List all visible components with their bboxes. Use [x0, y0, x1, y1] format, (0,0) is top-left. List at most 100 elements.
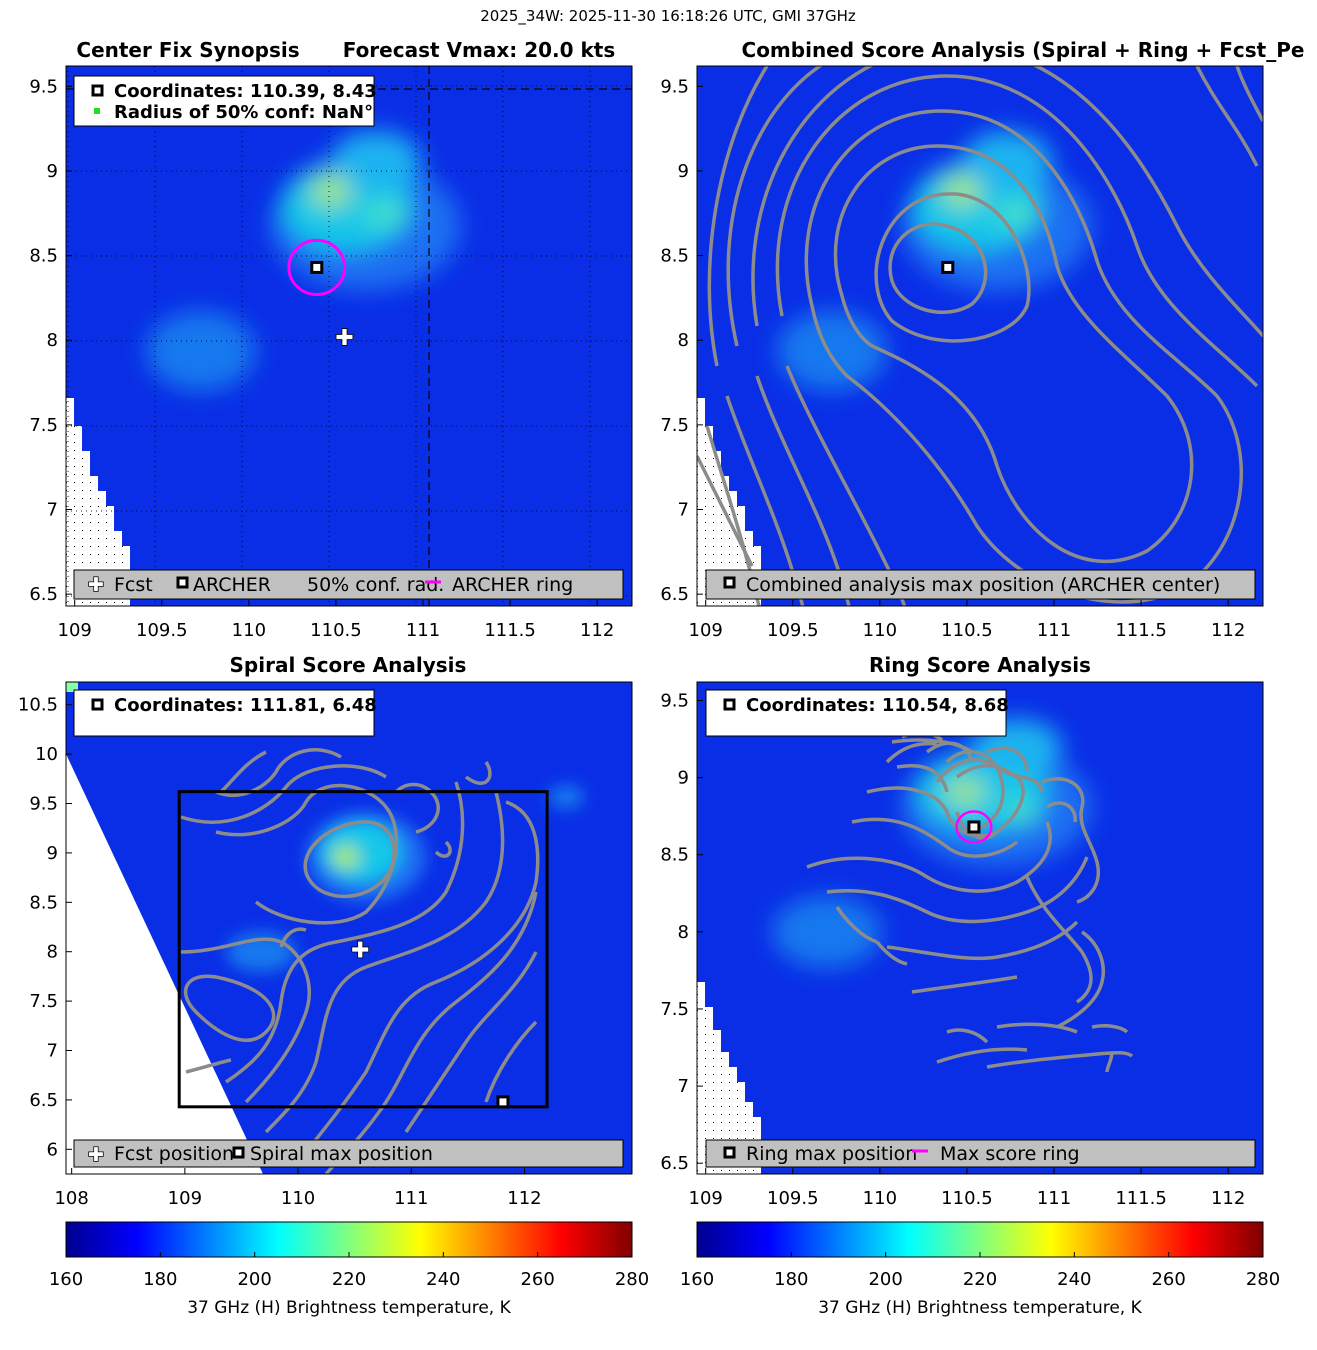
panel1-info-radius: Radius of 50% conf: NaN°	[114, 102, 373, 123]
panel4-info-box	[705, 689, 1007, 737]
xtick-label: 111	[394, 1188, 428, 1209]
ytick-label: 9	[47, 161, 58, 182]
xtick-label: 110.5	[310, 620, 362, 641]
panel3-info-spiral-icon	[91, 698, 104, 711]
panel1-title-right: Forecast Vmax: 20.0 kts	[343, 38, 616, 62]
panel1-legend-fcst-icon: ✚	[88, 574, 104, 596]
colorbar-tick-label: 220	[963, 1269, 997, 1290]
panel4-title: Ring Score Analysis	[869, 653, 1091, 677]
colorbar-left-ramp	[65, 1221, 633, 1258]
panel3-legend-spiral: Spiral max position	[250, 1143, 433, 1165]
ytick-label: 6.5	[29, 584, 58, 605]
xtick-label: 111	[1037, 620, 1071, 641]
panel1-missing-data	[66, 398, 130, 606]
colorbar-left: 160 180 200 220 240 260 280 37 GHz (H) Brightn…	[49, 1221, 649, 1318]
xtick-label: 110.5	[941, 1188, 993, 1209]
ytick-label: 8	[678, 330, 689, 351]
colorbar-right-label: 37 GHz (H) Brightness temperature, K	[818, 1298, 1142, 1318]
colorbar-left-label: 37 GHz (H) Brightness temperature, K	[187, 1298, 511, 1318]
panel3-frame	[65, 681, 633, 1175]
colorbar-right: 160 180 200 220 240 260 280 37 GHz (H) Brightn…	[680, 1221, 1280, 1318]
panel1-info-box	[73, 75, 375, 127]
ytick-label: 7	[678, 500, 689, 521]
panel-spiral-score: Spiral Score Analysis	[18, 653, 633, 1209]
panel3-yticks: 6 6.5 7 7.5 8 8.5 9 9.5 10 10.5	[18, 695, 72, 1160]
panel4-legend-ring-max-icon	[723, 1146, 736, 1159]
panel3-overlay: ✚	[177, 790, 549, 1109]
colorbar-right-ramp	[696, 1221, 1264, 1258]
forecast-position-marker: ✚	[351, 939, 369, 964]
search-box	[177, 790, 549, 1109]
colorbar-tick-label: 160	[680, 1269, 714, 1290]
colorbar-tick-label: 260	[520, 1269, 554, 1290]
ytick-label: 6.5	[660, 584, 689, 605]
panel2-xticks: 109 109.5 110 110.5 111 111.5 112	[689, 600, 1245, 641]
panel4-info-ring-icon	[723, 698, 736, 711]
panel2-legend-max-icon	[723, 576, 736, 589]
ytick-label: 8	[47, 942, 58, 963]
ytick-label: 8.5	[660, 246, 689, 267]
panel2-legend	[705, 569, 1256, 600]
panel1-info-coordinates: Coordinates: 110.39, 8.43	[114, 81, 377, 102]
panel4-frame	[696, 681, 1264, 1175]
xtick-label: 112	[1211, 1188, 1245, 1209]
panel2-yticks: 6.5 7 7.5 8 8.5 9 9.5	[660, 76, 703, 605]
xtick-label: 111.5	[1115, 620, 1167, 641]
ytick-label: 8.5	[29, 892, 58, 913]
xtick-label: 109.5	[767, 1188, 819, 1209]
ytick-label: 7.5	[29, 991, 58, 1012]
panel2-overlay	[941, 260, 955, 274]
panel4-legend-ring-max: Ring max position	[746, 1143, 917, 1165]
panel3-plot-area	[66, 682, 632, 1174]
panel1-yticks: 6.5 7 7.5 8 8.5 9 9.5	[29, 76, 72, 605]
panel4-plot-area	[697, 682, 1263, 1174]
combined-max-marker	[941, 260, 955, 274]
panel1-legend-archer-icon	[176, 576, 189, 589]
ytick-label: 7	[47, 1041, 58, 1062]
xtick-label: 112	[1211, 620, 1245, 641]
panel3-title: Spiral Score Analysis	[230, 653, 467, 677]
panel1-warm-areas	[146, 131, 461, 391]
panel-combined-score: Combined Score Analysis (Spiral + Ring +…	[660, 38, 1304, 641]
ytick-label: 9	[678, 768, 689, 789]
ytick-label: 6.5	[29, 1090, 58, 1111]
panel-ring-score: Ring Score Analysis	[660, 653, 1264, 1209]
panel4-yticks: 6.5 7 7.5 8 8.5 9 9.5	[660, 691, 703, 1174]
colorbar-tick-label: 240	[1057, 1269, 1091, 1290]
ytick-label: 7.5	[29, 415, 58, 436]
panel3-legend-fcst: Fcst position	[114, 1143, 234, 1165]
ytick-label: 9	[47, 843, 58, 864]
xtick-label: 110	[863, 1188, 897, 1209]
archer-center-marker	[310, 260, 324, 274]
xtick-label: 112	[580, 620, 614, 641]
colorbar-tick-label: 220	[332, 1269, 366, 1290]
ytick-label: 7.5	[660, 999, 689, 1020]
panel2-legend-max: Combined analysis max position (ARCHER c…	[746, 574, 1220, 596]
ytick-label: 9.5	[29, 794, 58, 815]
panel2-frame	[696, 65, 1264, 607]
ytick-label: 10	[35, 744, 58, 765]
panel1-xticks: 109 109.5 110 110.5 111 111.5 112	[58, 600, 614, 641]
panel3-info-coordinates: Coordinates: 111.81, 6.48	[114, 695, 377, 716]
xtick-label: 110	[281, 1188, 315, 1209]
panel4-overlay	[955, 810, 993, 844]
panel1-legend-fcst: Fcst	[114, 574, 153, 596]
spiral-max-marker	[496, 1095, 510, 1109]
ytick-label: 8.5	[660, 845, 689, 866]
panel1-info-conf-icon	[94, 108, 100, 114]
colorbar-tick-label: 280	[615, 1269, 649, 1290]
xtick-label: 109	[689, 1188, 723, 1209]
panel2-plot-area	[697, 66, 1263, 606]
archer-ring	[287, 238, 347, 297]
panel1-legend-conf: 50% conf. rad.	[307, 574, 444, 596]
colorbar-tick-label: 280	[1246, 1269, 1280, 1290]
panel1-legend-ring: ARCHER ring	[452, 574, 573, 596]
xtick-label: 109.5	[767, 620, 819, 641]
panel2-contours	[697, 66, 1263, 606]
panel1-info-archer-icon	[91, 84, 104, 97]
panel3-missing-data	[66, 754, 263, 1174]
ring-max-marker	[967, 820, 981, 834]
ytick-label: 8.5	[29, 246, 58, 267]
figure-title: 2025_34W: 2025-11-30 16:18:26 UTC, GMI 3…	[480, 7, 856, 26]
